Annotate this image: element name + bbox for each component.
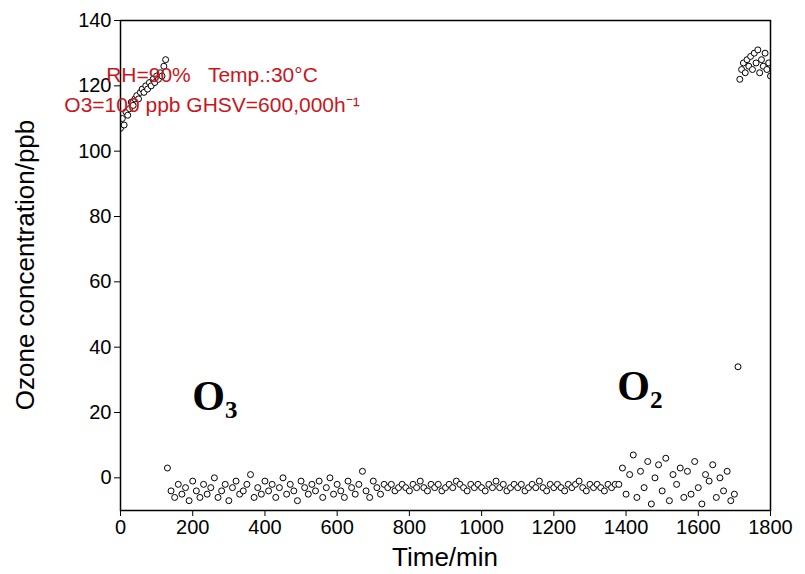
svg-text:0: 0	[115, 516, 126, 538]
svg-text:1600: 1600	[676, 516, 721, 538]
svg-text:400: 400	[248, 516, 281, 538]
svg-text:1000: 1000	[459, 516, 504, 538]
svg-text:20: 20	[89, 401, 111, 423]
svg-text:140: 140	[78, 9, 111, 31]
svg-text:O₃: O₃	[192, 373, 237, 419]
svg-text:1800: 1800	[748, 516, 793, 538]
svg-text:600: 600	[320, 516, 353, 538]
svg-text:O3=100 ppb GHSV=600,000h⁻¹: O3=100 ppb GHSV=600,000h⁻¹	[64, 93, 359, 116]
svg-text:0: 0	[100, 466, 111, 488]
svg-text:200: 200	[176, 516, 209, 538]
svg-text:Ozone concentration/ppb: Ozone concentration/ppb	[10, 120, 40, 411]
svg-text:1400: 1400	[604, 516, 649, 538]
svg-text:100: 100	[78, 140, 111, 162]
svg-text:1200: 1200	[532, 516, 577, 538]
svg-text:800: 800	[393, 516, 426, 538]
svg-text:60: 60	[89, 270, 111, 292]
svg-text:Time/min: Time/min	[392, 542, 498, 572]
svg-text:RH=90% Temp.:30°C: RH=90% Temp.:30°C	[106, 63, 318, 86]
svg-text:80: 80	[89, 205, 111, 227]
svg-text:40: 40	[89, 336, 111, 358]
svg-text:O₂: O₂	[617, 363, 662, 409]
